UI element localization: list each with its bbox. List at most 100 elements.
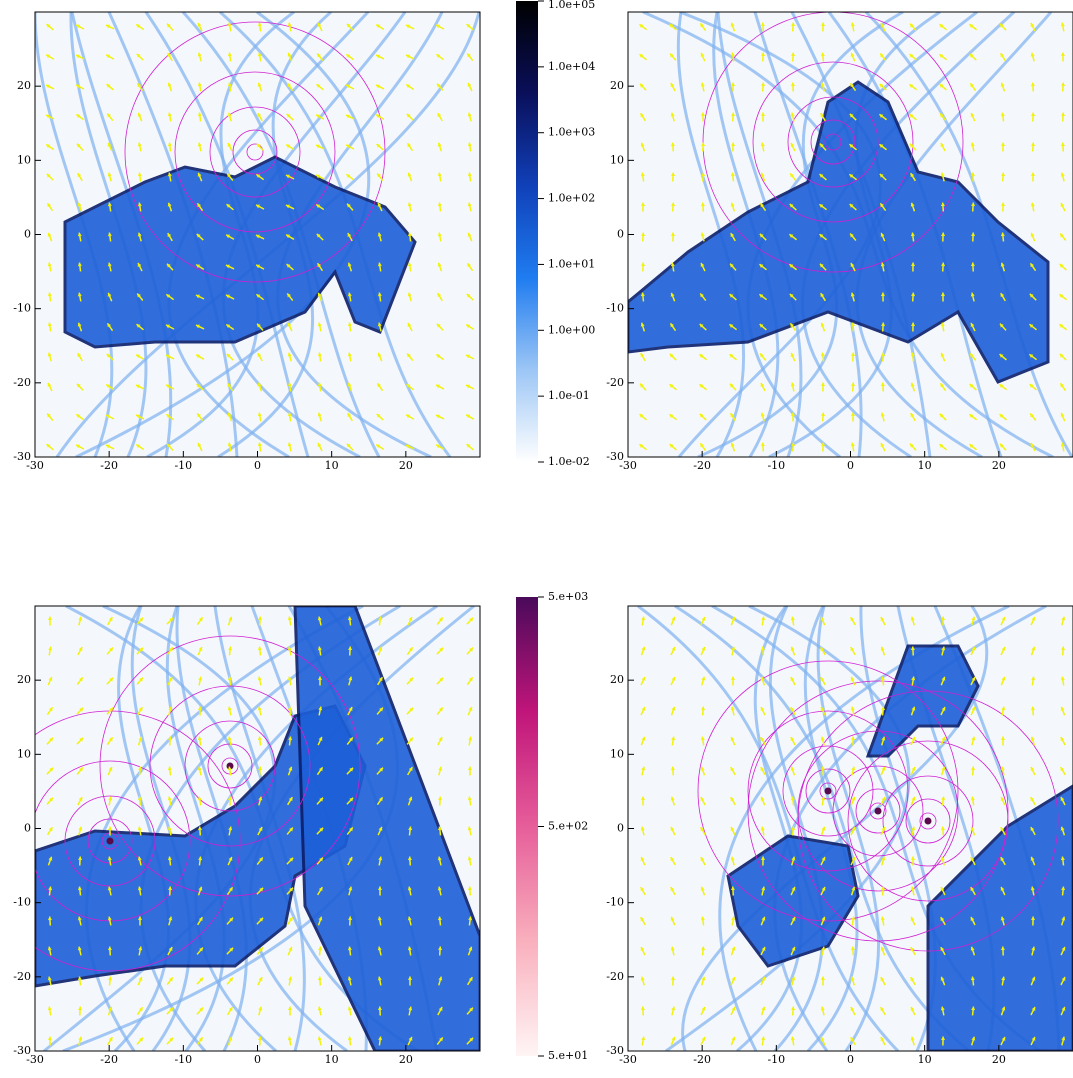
y-tick-label: -30 <box>13 450 31 463</box>
arrow-head <box>288 976 293 981</box>
arrow-head <box>820 677 825 682</box>
y-tick-label: 10 <box>610 153 624 166</box>
arrow-head <box>49 797 53 802</box>
x-tick-label: -30 <box>619 459 637 472</box>
x-tick-label: -10 <box>174 459 192 472</box>
arrow-head <box>468 736 473 741</box>
arrow-head <box>730 22 735 27</box>
arrow-head <box>317 1036 322 1041</box>
arrow-head <box>850 233 854 238</box>
arrow-head <box>467 796 472 801</box>
arrow-head <box>820 442 826 446</box>
arrow-head <box>1059 324 1064 328</box>
arrow-head <box>940 856 945 861</box>
arrow-head <box>941 736 946 741</box>
arrow-head <box>377 173 381 178</box>
arrow-head <box>791 22 796 27</box>
arrow-head <box>940 826 945 831</box>
arrow-head <box>970 887 975 892</box>
arrow-head <box>259 917 264 922</box>
arrow-head <box>820 82 825 87</box>
arrow-head <box>940 383 945 388</box>
arrow-head <box>700 82 705 87</box>
colorbar-tick-label: 5.e+03 <box>548 590 588 603</box>
arrow-head <box>760 676 765 681</box>
y-tick-label: 10 <box>17 153 31 166</box>
arrow-head <box>438 1007 443 1012</box>
arrow-head <box>791 1006 796 1011</box>
arrow-head <box>1030 766 1035 771</box>
arrow-head <box>1030 82 1035 87</box>
arrow-head <box>438 737 443 742</box>
arrow-head <box>107 856 112 861</box>
arrow-head <box>970 976 975 981</box>
arrow-head <box>849 113 854 118</box>
arrow-head <box>880 1036 885 1041</box>
arrow-head <box>1061 616 1066 621</box>
arrow-head <box>197 442 202 447</box>
arrow-head <box>881 826 886 831</box>
arrow-head <box>318 946 323 951</box>
arrow-head <box>791 442 796 447</box>
arrow-head <box>256 204 261 209</box>
arrow-head <box>467 886 472 891</box>
arrow-head <box>257 323 261 328</box>
arrow-head <box>970 826 975 831</box>
arrow-head <box>227 173 231 178</box>
arrow-head <box>850 617 855 622</box>
colorbar-tick-label: 1.0e+01 <box>548 257 595 270</box>
arrow-head <box>670 112 675 117</box>
arrow-head <box>287 412 292 417</box>
arrow-head <box>468 916 473 921</box>
arrow-head <box>376 144 381 148</box>
y-tick-label: -20 <box>13 970 31 983</box>
arrow-head <box>227 22 232 27</box>
y-tick-label: -30 <box>606 1044 624 1057</box>
arrow-head <box>48 676 53 681</box>
arrow-head <box>701 676 706 681</box>
arrow-head <box>167 796 172 801</box>
arrow-head <box>641 232 646 237</box>
arrow-head <box>850 976 855 981</box>
arrow-head <box>1030 413 1034 418</box>
arrow-head <box>377 916 382 921</box>
arrow-head <box>228 1007 233 1012</box>
arrow-head <box>229 977 233 982</box>
arrow-head <box>1000 232 1005 237</box>
arrow-head <box>880 412 885 417</box>
arrow-head <box>760 737 765 742</box>
filament <box>681 606 989 1051</box>
arrow-head <box>78 797 83 802</box>
arrow-head <box>167 233 172 238</box>
arrow-head <box>437 202 442 207</box>
arrow-head <box>1001 976 1006 981</box>
arrow-head <box>196 233 201 238</box>
arrow-head <box>257 676 262 681</box>
arrow-head <box>199 1007 204 1012</box>
arrow-head <box>407 353 411 358</box>
colorbar-tick-label: 5.e+02 <box>548 820 588 833</box>
arrow-head <box>641 706 646 711</box>
arrow-head <box>910 947 915 952</box>
arrow-head <box>318 706 323 711</box>
arrow-head <box>47 322 52 327</box>
arrow-head <box>409 677 414 682</box>
arrow-head <box>257 706 262 711</box>
arrow-head <box>78 826 83 831</box>
arrow-head <box>850 736 856 740</box>
arrow-head <box>1031 1006 1036 1011</box>
arrow-head <box>318 767 323 772</box>
arrow-head <box>791 856 796 861</box>
arrow-head <box>1030 172 1036 176</box>
arrow-head <box>138 976 143 981</box>
arrow-head <box>315 144 320 149</box>
arrow-head <box>469 647 474 652</box>
arrow-head <box>108 1006 113 1011</box>
arrow-head <box>138 946 143 951</box>
arrow-head <box>466 444 471 448</box>
arrow-head <box>1000 766 1005 771</box>
arrow-head <box>790 82 796 87</box>
arrow-head <box>1030 886 1035 891</box>
filament <box>816 606 881 1051</box>
arrow-head <box>466 414 471 419</box>
